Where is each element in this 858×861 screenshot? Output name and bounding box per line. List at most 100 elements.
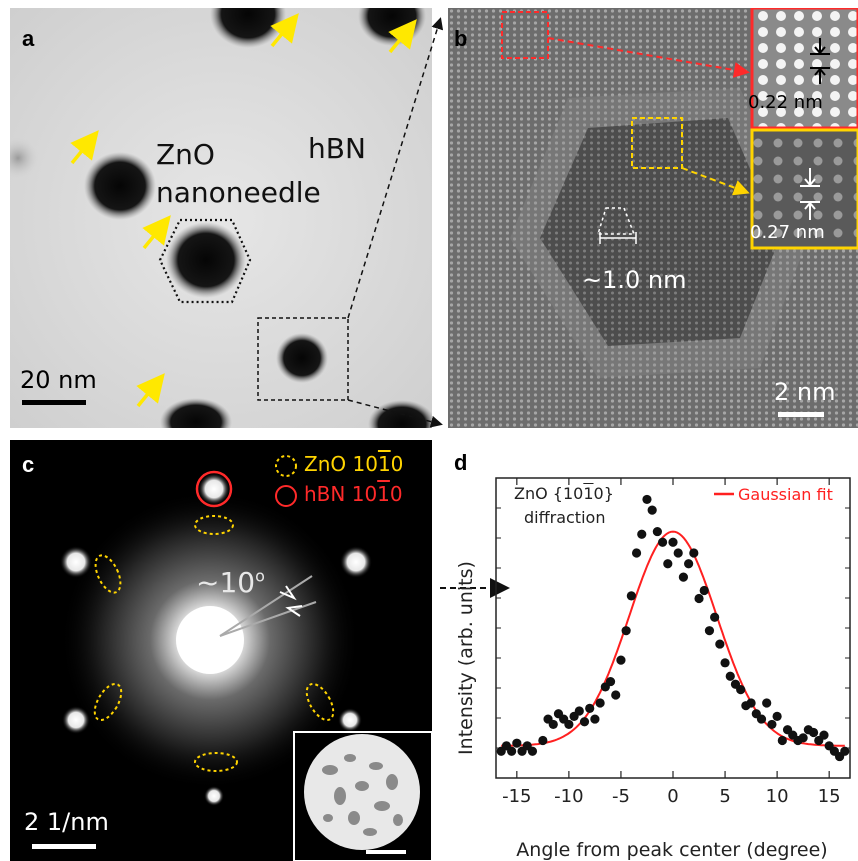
arrow-icon	[136, 373, 165, 408]
data-point	[684, 559, 694, 569]
data-point	[564, 719, 574, 730]
data-point	[704, 626, 715, 636]
data-point	[699, 585, 709, 596]
panel-c-scalebar-line	[32, 844, 96, 849]
angle-label: ~10o	[196, 566, 265, 599]
panel-b-label: b	[454, 26, 468, 51]
data-point	[538, 735, 548, 746]
panel-c-label: c	[22, 452, 35, 477]
data-point	[720, 658, 730, 668]
panel-a: a ZnO nanoneedle hBN 20 nm	[10, 8, 432, 428]
hexagon-outline	[158, 218, 252, 304]
data-point	[694, 593, 704, 604]
diffraction-spot	[198, 473, 230, 505]
data-points	[496, 494, 850, 762]
data-point	[746, 698, 756, 708]
diffraction-spot	[204, 786, 224, 806]
center-spacing-label: ~1.0 nm	[582, 266, 687, 294]
data-point	[574, 706, 584, 716]
arrow-icon	[142, 215, 171, 250]
data-point	[611, 690, 621, 700]
legend-zno-marker	[275, 455, 297, 477]
nanoneedle-core	[540, 118, 780, 346]
data-point	[819, 730, 829, 740]
zno-spot-markers	[93, 515, 335, 772]
x-tick-label: -5	[612, 786, 630, 807]
diffraction-spot	[338, 708, 362, 732]
arrow-icon	[70, 130, 99, 165]
x-tick-label: -10	[554, 786, 583, 807]
inset-bottom	[750, 128, 858, 250]
data-point	[678, 572, 689, 582]
data-point	[673, 548, 683, 558]
inset-bottom-spacing: 0.27 nm	[750, 222, 825, 243]
data-point	[725, 671, 735, 681]
legend-hbn-marker	[275, 485, 297, 507]
data-point	[689, 548, 699, 558]
panel-b-hrtem-image	[448, 8, 858, 428]
nanoparticle	[166, 222, 246, 298]
annotation-line2: diffraction	[524, 508, 606, 527]
data-point	[772, 711, 782, 721]
panel-d-label: d	[454, 450, 468, 475]
data-point	[710, 612, 720, 622]
panel-b-scalebar-line	[778, 412, 824, 417]
panel-c-scalebar-text: 2 1/nm	[24, 808, 109, 836]
data-point	[798, 733, 808, 743]
panel-a-scalebar-line	[22, 400, 86, 405]
data-point	[736, 685, 746, 695]
data-point	[512, 738, 522, 748]
arrow-icon	[270, 13, 299, 48]
panel-c: c ZnO 1010 hBN 1010 ~10o 2 1/nm	[10, 440, 432, 861]
annotation-line1: ZnO {1010}	[514, 484, 614, 503]
data-point	[762, 698, 772, 708]
data-point	[631, 548, 642, 558]
data-point	[668, 537, 678, 547]
data-point	[626, 591, 636, 601]
data-point	[808, 727, 819, 738]
panel-d: d -15 -10 -5 0 5 10 15 Angle from peak center …	[448, 440, 858, 861]
diffraction-spot	[340, 546, 372, 578]
data-point	[595, 698, 605, 708]
gaussian-chart: -15 -10 -5 0 5 10 15 Angle from peak center (d…	[455, 477, 851, 861]
data-point	[527, 746, 538, 756]
data-point	[585, 703, 595, 713]
diffraction-spot	[60, 546, 92, 578]
data-point	[840, 746, 850, 756]
data-point	[637, 529, 647, 539]
inset-top	[750, 8, 858, 130]
x-ticks: -15 -10 -5 0 5 10 15	[502, 478, 841, 807]
data-point	[507, 746, 517, 756]
diffraction-spot	[62, 706, 90, 734]
x-tick-label: 10	[766, 786, 789, 807]
data-point	[590, 714, 600, 724]
panel-c-diffraction-pattern	[10, 440, 432, 861]
data-point	[647, 505, 657, 515]
data-point	[621, 626, 631, 636]
sample-inset	[293, 731, 432, 861]
legend-zno-text: ZnO 1010	[304, 452, 404, 476]
data-point	[652, 526, 662, 537]
data-point	[777, 735, 787, 746]
inset-top-spacing: 0.22 nm	[748, 92, 823, 113]
x-tick-label: -15	[502, 786, 531, 807]
data-point	[605, 676, 616, 687]
x-tick-label: 0	[667, 786, 678, 807]
x-axis-label: Angle from peak center (degree)	[516, 839, 827, 861]
inset-source-box-yellow	[631, 117, 683, 169]
panel-b-scalebar-text: 2 nm	[774, 378, 836, 406]
nanoneedle-label: nanoneedle	[156, 176, 321, 209]
legend-hbn-text: hBN 1010	[304, 482, 403, 506]
panel-a-scalebar-text: 20 nm	[20, 366, 97, 394]
zno-label: ZnO	[156, 138, 215, 171]
inset-source-box-red	[501, 11, 549, 59]
x-tick-label: 5	[719, 786, 730, 807]
legend-fit-text: Gaussian fit	[738, 485, 833, 504]
hbn-label: hBN	[308, 132, 366, 165]
nanoparticle	[84, 152, 156, 220]
data-point	[642, 494, 652, 505]
data-point	[579, 717, 590, 727]
panel-b: b ~1.0 nm 0.22 nm 0.27 nm 2 nm	[448, 8, 858, 428]
faint-particle	[10, 136, 40, 180]
data-point	[663, 559, 673, 569]
